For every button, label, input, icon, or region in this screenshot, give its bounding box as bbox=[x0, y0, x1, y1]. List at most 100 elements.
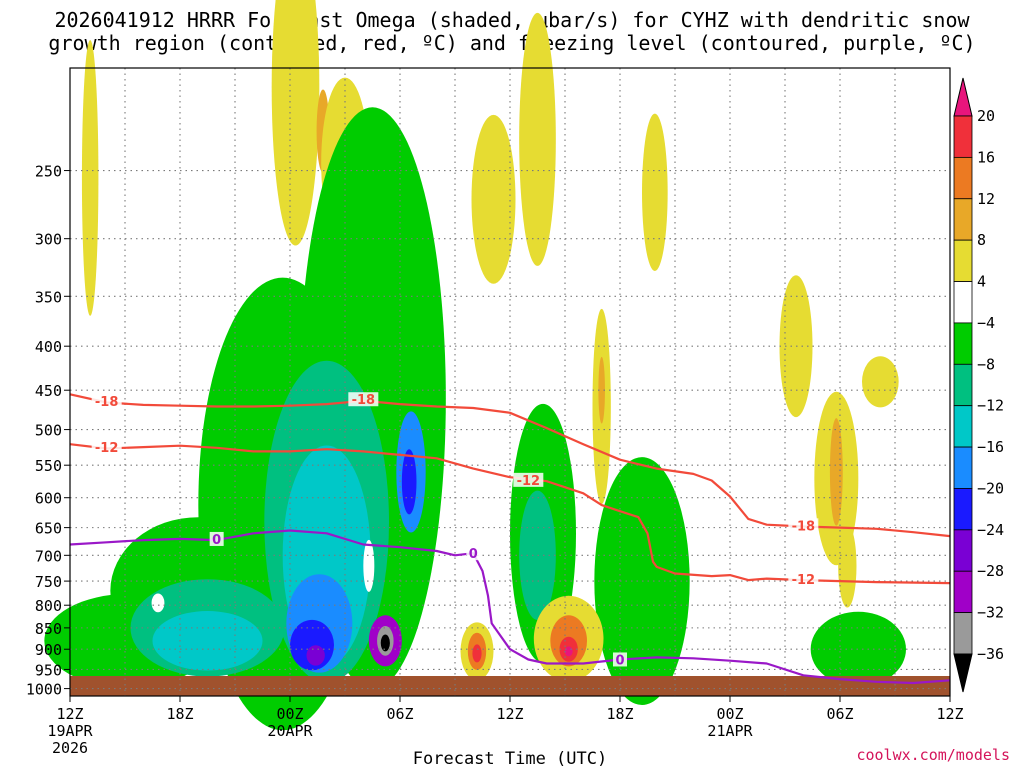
omega-upper-yellow-h34 bbox=[642, 113, 668, 272]
omega-white-h5 bbox=[151, 593, 165, 613]
omega-cyan-h7 bbox=[152, 611, 263, 671]
colorbar-label: 8 bbox=[977, 231, 986, 249]
contour-label-isotherm-minus12: -12 bbox=[792, 573, 816, 588]
colorbar-bin bbox=[953, 405, 973, 448]
y-tick-label: 800 bbox=[35, 597, 62, 615]
contour-label-bg bbox=[348, 392, 379, 407]
colorbar-label: 4 bbox=[977, 273, 986, 291]
contour-label-bg bbox=[91, 393, 122, 408]
colorbar-label: −28 bbox=[977, 562, 1004, 580]
credit-text: coolwx.com/models bbox=[856, 746, 1010, 764]
colorbar-label: −20 bbox=[977, 479, 1004, 497]
colorbar-bin bbox=[953, 115, 973, 158]
colorbar-bin bbox=[953, 446, 973, 489]
x-tick-date: 20APR bbox=[267, 722, 313, 740]
y-tick-label: 250 bbox=[35, 163, 62, 181]
contour-label-isotherm-minus18: -18 bbox=[352, 393, 376, 408]
colorbar-label: 12 bbox=[977, 190, 995, 208]
x-axis-label: Forecast Time (UTC) bbox=[413, 749, 607, 768]
x-tick-label: 00Z bbox=[276, 705, 303, 723]
chart-title-line1: 2026041912 HRRR Forecast Omega (shaded, … bbox=[54, 8, 970, 32]
y-tick-label: 1000 bbox=[26, 681, 62, 699]
omega-red-h22 bbox=[472, 644, 482, 663]
colorbar-label: −4 bbox=[977, 314, 995, 332]
colorbar-bin bbox=[953, 281, 973, 324]
contour-label-isotherm-minus12: -12 bbox=[95, 441, 119, 456]
contour-label-freezing-level-0C: 0 bbox=[615, 653, 624, 668]
contour-label-freezing-level-0C: 0 bbox=[469, 547, 478, 562]
colorbar-top-triangle bbox=[953, 77, 973, 117]
contour-label-isotherm-minus12: -12 bbox=[517, 474, 541, 489]
omega-upper-yellow-h1 bbox=[81, 40, 99, 316]
x-tick-date: 21APR bbox=[707, 722, 753, 740]
x-tick-label: 06Z bbox=[826, 705, 853, 723]
omega-blue-h18 bbox=[401, 449, 417, 515]
x-tick-year: 2026 bbox=[52, 739, 88, 757]
x-tick-label: 00Z bbox=[716, 705, 743, 723]
contour-label-bg bbox=[613, 652, 627, 667]
omega-pink-h27 bbox=[564, 646, 573, 657]
colorbar-label: 20 bbox=[977, 107, 995, 125]
x-tick-label: 18Z bbox=[166, 705, 193, 723]
omega-upper-yellow-h12 bbox=[271, 0, 320, 246]
x-tick-label: 12Z bbox=[936, 705, 963, 723]
colorbar-bin bbox=[953, 156, 973, 200]
colorbar-label: −32 bbox=[977, 604, 1004, 622]
y-tick-label: 600 bbox=[35, 490, 62, 508]
colorbar-label: −12 bbox=[977, 397, 1004, 415]
contour-label-bg bbox=[466, 546, 481, 561]
colorbar-label: −16 bbox=[977, 438, 1004, 456]
colorbar-bin bbox=[953, 198, 973, 241]
colorbar-bottom-triangle bbox=[953, 653, 973, 693]
colorbar-bin bbox=[953, 239, 973, 282]
colorbar-bin bbox=[953, 612, 973, 655]
x-tick-label: 06Z bbox=[386, 705, 413, 723]
contour-label-isotherm-minus18: -18 bbox=[792, 519, 816, 534]
colorbar-label: 16 bbox=[977, 148, 995, 166]
y-tick-label: 300 bbox=[35, 231, 62, 249]
contour-isotherm-minus12 bbox=[69, 443, 951, 585]
y-tick-label: 500 bbox=[35, 422, 62, 440]
contour-label-bg bbox=[91, 440, 122, 455]
y-tick-label: 650 bbox=[35, 520, 62, 538]
y-tick-label: 350 bbox=[35, 288, 62, 306]
omega-yellow-h42b bbox=[838, 524, 857, 608]
y-tick-label: 750 bbox=[35, 573, 62, 591]
contour-label-isotherm-minus18: -18 bbox=[95, 395, 119, 410]
vertical-gridlines bbox=[124, 68, 896, 696]
colorbar-label: −36 bbox=[977, 645, 1004, 663]
y-tick-label: 900 bbox=[35, 641, 62, 659]
contour-label-freezing-level-0C: 0 bbox=[212, 533, 221, 548]
omega-orange-h29 bbox=[598, 356, 605, 424]
omega-green-h43 bbox=[810, 611, 906, 687]
x-tick-label: 18Z bbox=[606, 705, 633, 723]
omega-upper-yellow-h22 bbox=[471, 114, 516, 284]
y-tick-label: 400 bbox=[35, 338, 62, 356]
x-tick-label: 12Z bbox=[56, 705, 83, 723]
y-tick-label: 850 bbox=[35, 620, 62, 638]
colorbar-bin bbox=[953, 488, 973, 531]
omega-orange-h42 bbox=[829, 418, 843, 526]
contour-label-bg bbox=[513, 472, 544, 487]
y-tick-label: 950 bbox=[35, 661, 62, 679]
colorbar-bin bbox=[953, 363, 973, 407]
colorbar-label: −8 bbox=[977, 355, 995, 373]
temperature-contours: -18 -18 -18 -12 -12 -12 0 0 0 bbox=[69, 392, 951, 685]
colorbar: 20 16 12 8 4 −4 −8 −12 −16 −20 −24 −28 −32 −36 bbox=[953, 77, 1004, 693]
contour-label-bg bbox=[209, 531, 224, 546]
contour-freezing-level-0C bbox=[69, 529, 951, 685]
x-tick-label: 12Z bbox=[496, 705, 523, 723]
y-axis-ticks: 250 300 350 400 450 500 550 600 650 700 750 800 850 9… bbox=[26, 163, 70, 699]
omega-upper-yellow-h44 bbox=[862, 356, 899, 408]
colorbar-bin bbox=[953, 322, 973, 365]
y-tick-label: 450 bbox=[35, 382, 62, 400]
omega-black-h16 bbox=[380, 634, 390, 652]
y-tick-label: 700 bbox=[35, 547, 62, 565]
chart-title-line2: growth region (contoured, red, ºC) and f… bbox=[48, 31, 975, 55]
omega-purple-h13 bbox=[306, 645, 325, 666]
colorbar-bin bbox=[953, 570, 973, 614]
omega-white-h16 bbox=[363, 539, 375, 592]
omega-upper-yellow-h25 bbox=[519, 12, 556, 266]
